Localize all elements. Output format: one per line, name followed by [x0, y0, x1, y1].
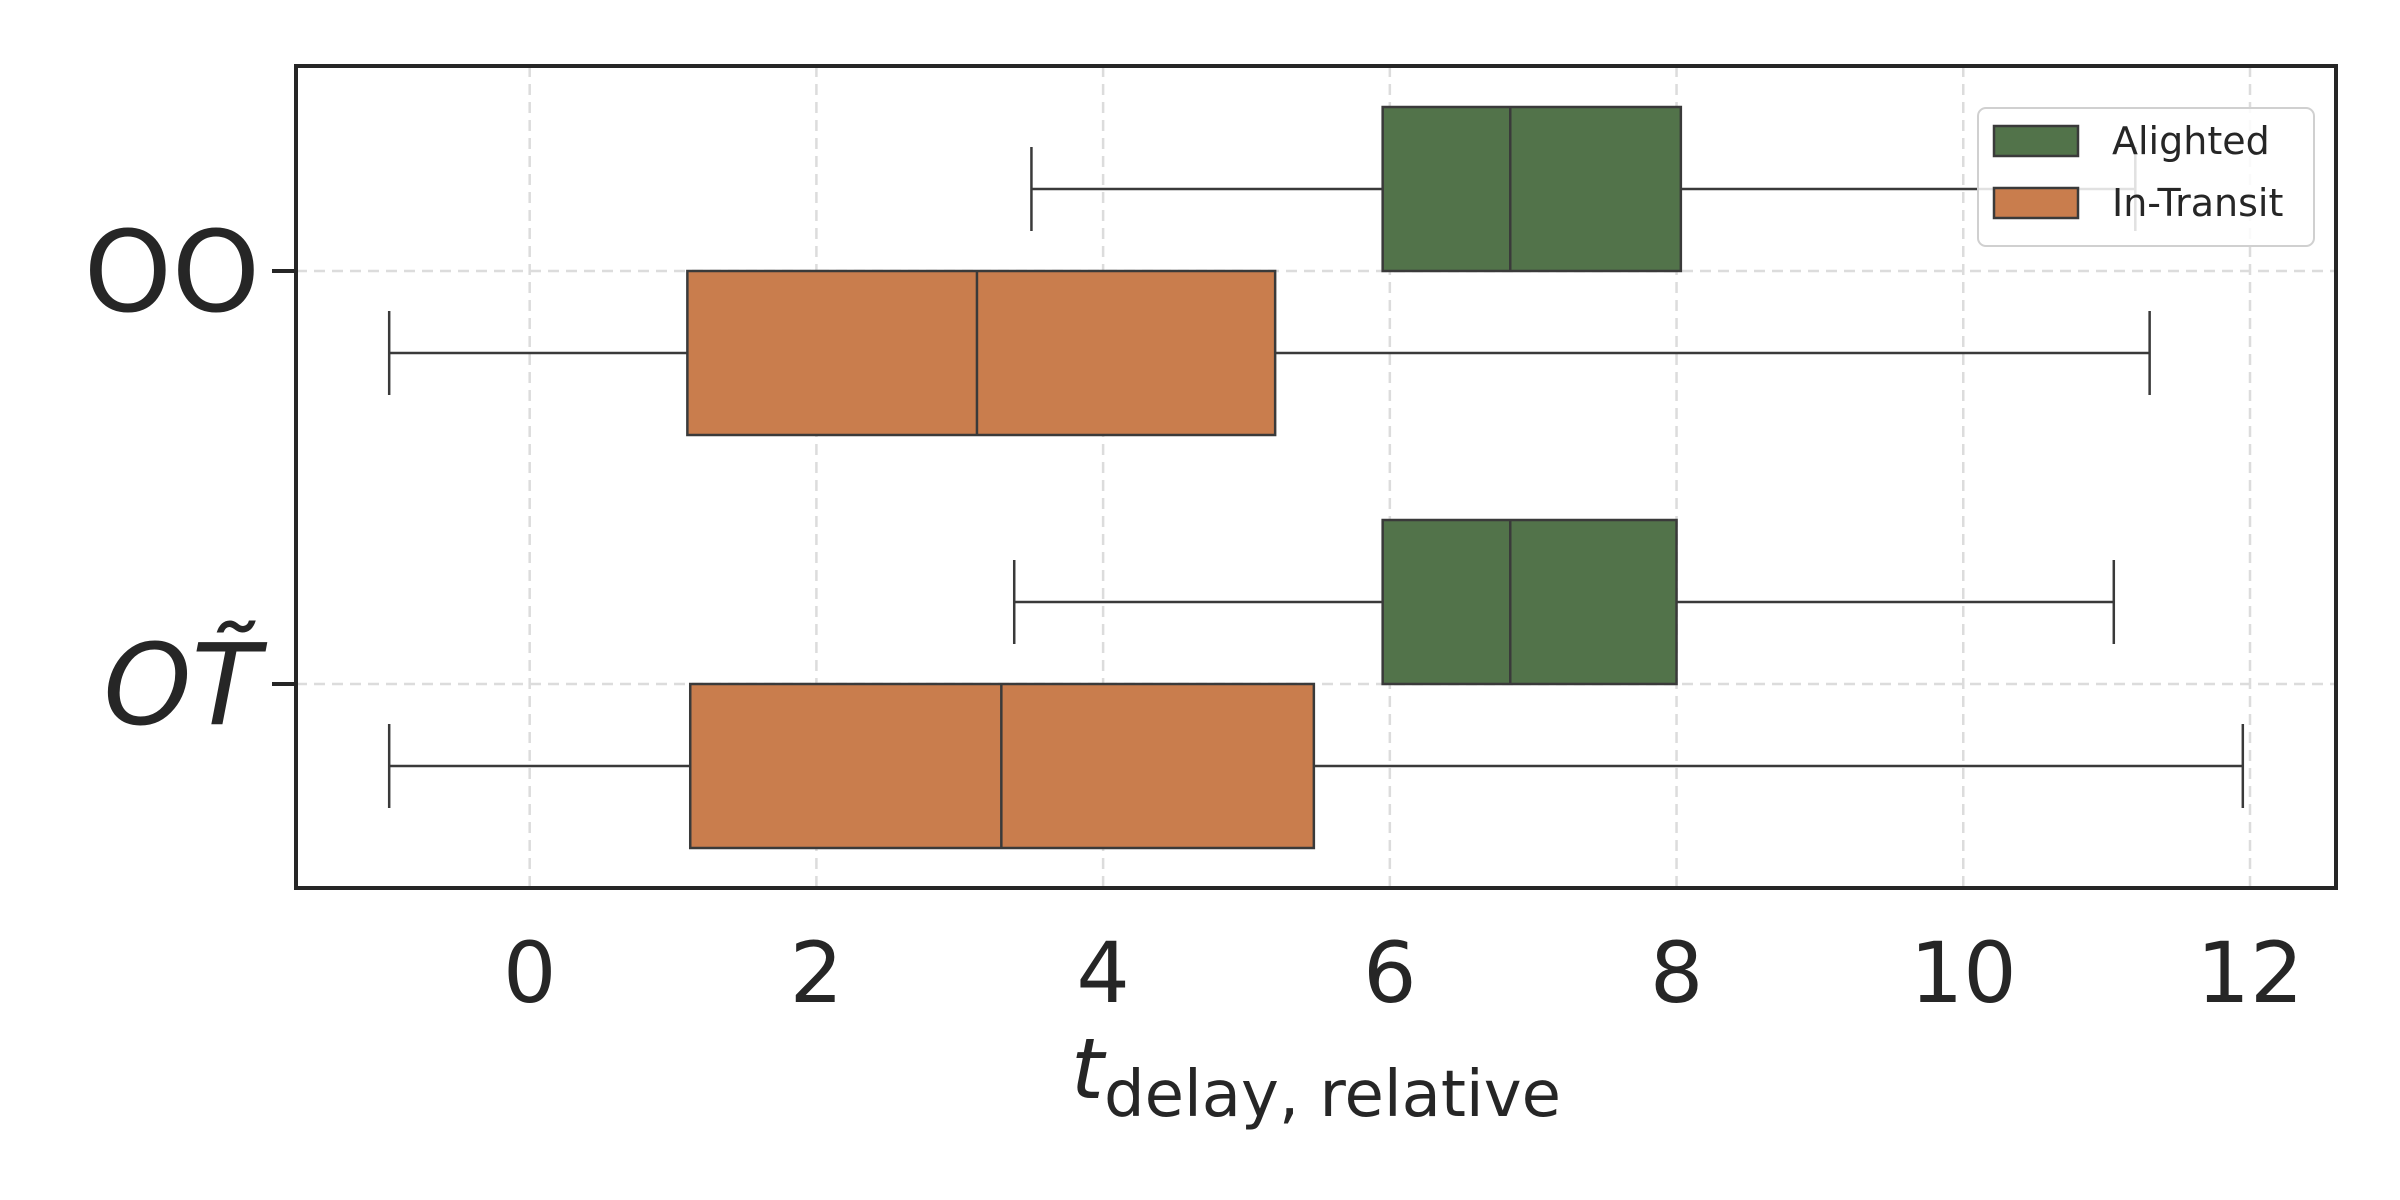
legend-swatch: [1992, 186, 2080, 220]
legend: Alighted In-Transit: [1977, 107, 2315, 247]
y-category-label: OT̃: [103, 621, 267, 751]
legend-swatch: [1992, 124, 2080, 158]
iqr-box: [1381, 518, 1678, 686]
legend-label: In-Transit: [2112, 181, 2283, 225]
x-tick-label: 0: [503, 924, 556, 1022]
x-axis-label-main: t: [1071, 1020, 1107, 1118]
x-tick-label: 12: [2197, 924, 2304, 1022]
x-tick-label: 8: [1650, 924, 1703, 1022]
iqr-box: [686, 269, 1277, 437]
iqr-box: [1381, 105, 1683, 273]
box-in-transit: [387, 269, 2151, 437]
x-tick-label: 2: [790, 924, 843, 1022]
y-category-label: OO: [84, 208, 260, 338]
x-axis-label-subscript: delay, relative: [1104, 1058, 1561, 1132]
legend-label: Alighted: [2112, 119, 2270, 163]
x-tick-label: 10: [1910, 924, 2017, 1022]
plot-area: [387, 105, 2245, 850]
x-axis-label: tdelay, relative: [1071, 1020, 1561, 1132]
x-tick-label: 6: [1363, 924, 1416, 1022]
box-alighted: [1030, 105, 2137, 273]
box-alighted: [1012, 518, 2116, 686]
axis-ticks: 0 2 4 6 8 10 12 OO OT̃: [84, 208, 2304, 1022]
x-tick-label: 4: [1076, 924, 1129, 1022]
axes-frame: [294, 64, 2338, 890]
box-in-transit: [387, 682, 2245, 850]
